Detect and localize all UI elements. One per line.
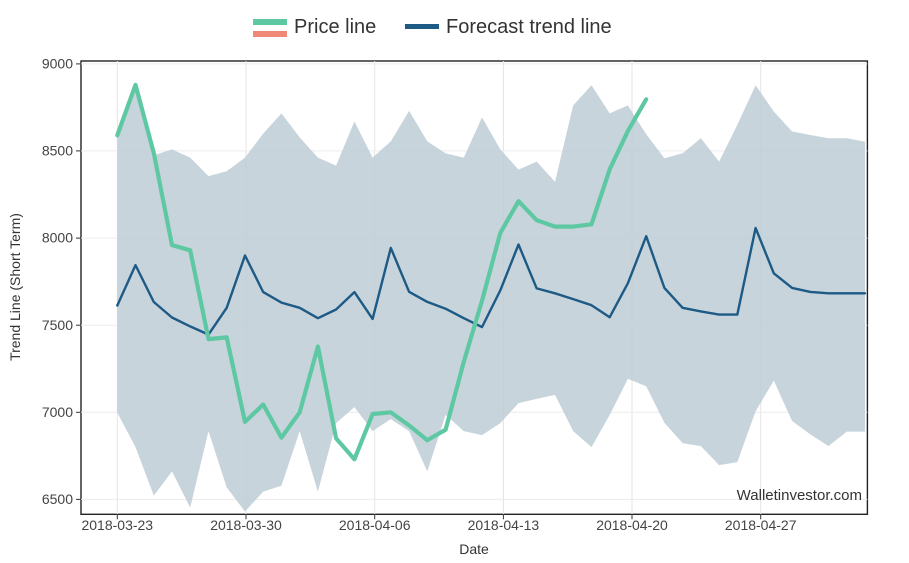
- svg-text:2018-04-06: 2018-04-06: [339, 517, 411, 533]
- svg-text:7000: 7000: [42, 404, 73, 420]
- svg-text:7500: 7500: [42, 317, 73, 333]
- svg-text:6500: 6500: [42, 491, 73, 507]
- svg-text:Walletinvestor.com: Walletinvestor.com: [737, 487, 862, 504]
- svg-text:2018-03-30: 2018-03-30: [210, 517, 282, 533]
- svg-text:Price line: Price line: [294, 16, 376, 38]
- svg-text:8000: 8000: [42, 230, 73, 246]
- svg-text:2018-04-20: 2018-04-20: [596, 517, 668, 533]
- svg-text:2018-04-13: 2018-04-13: [468, 517, 540, 533]
- svg-text:8500: 8500: [42, 143, 73, 159]
- svg-text:Date: Date: [459, 541, 489, 557]
- svg-text:2018-03-23: 2018-03-23: [81, 517, 153, 533]
- svg-text:2018-04-27: 2018-04-27: [725, 517, 797, 533]
- svg-text:Trend Line (Short Term): Trend Line (Short Term): [7, 213, 23, 361]
- svg-text:9000: 9000: [42, 56, 73, 72]
- svg-text:Forecast trend line: Forecast trend line: [446, 16, 612, 38]
